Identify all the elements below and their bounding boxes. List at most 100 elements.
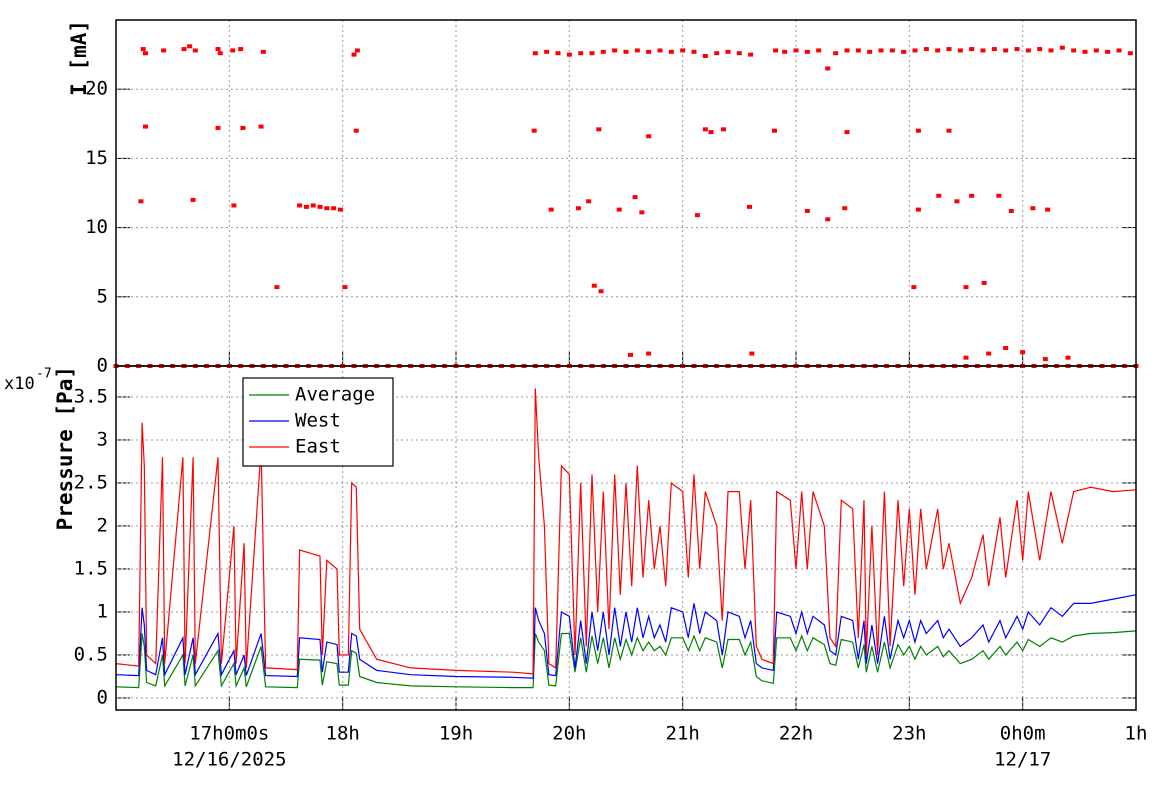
point xyxy=(702,53,708,58)
point xyxy=(804,49,810,54)
point xyxy=(736,51,742,56)
point xyxy=(911,285,917,290)
point xyxy=(140,47,146,52)
y-tick-label: 0 xyxy=(97,686,108,708)
y-tick-label: 1.5 xyxy=(74,557,108,579)
point xyxy=(747,204,753,209)
y-multiplier-exponent: -7 xyxy=(36,367,52,382)
point xyxy=(555,51,561,56)
point xyxy=(596,127,602,132)
point xyxy=(1127,51,1133,56)
point xyxy=(782,49,788,54)
point xyxy=(1030,206,1036,211)
point xyxy=(1003,48,1009,53)
point xyxy=(867,49,873,54)
point xyxy=(748,52,754,57)
x-tick-label: 21h xyxy=(666,723,700,745)
point xyxy=(1116,48,1122,53)
point xyxy=(1037,47,1043,52)
y-tick-label: 0 xyxy=(97,355,108,377)
point xyxy=(878,48,884,53)
point xyxy=(161,48,167,53)
y-tick-label: 1 xyxy=(97,600,108,622)
point xyxy=(816,48,822,53)
point xyxy=(238,47,244,52)
series-line xyxy=(116,388,1136,675)
point xyxy=(668,49,674,54)
point xyxy=(708,130,714,135)
point xyxy=(260,49,266,54)
point xyxy=(946,128,952,133)
y-tick-label: 2 xyxy=(97,514,108,536)
point xyxy=(1008,208,1014,213)
point xyxy=(957,48,963,53)
point xyxy=(725,49,731,54)
point xyxy=(187,44,193,49)
point xyxy=(230,48,236,53)
point xyxy=(825,217,831,222)
point xyxy=(946,47,952,52)
point xyxy=(1093,48,1099,53)
text-layer: 0 5 10 15 20 0 0.5 1 1.5 2 2.5 3 3.5 Average West East 1… xyxy=(74,78,1148,771)
point xyxy=(217,51,223,56)
point xyxy=(680,48,686,53)
y-tick-label: 20 xyxy=(85,78,108,100)
point xyxy=(773,48,779,53)
point xyxy=(969,47,975,52)
point xyxy=(589,51,595,56)
x-date-label: 12/16/2025 xyxy=(172,749,286,771)
point xyxy=(544,49,550,54)
point xyxy=(915,128,921,133)
point xyxy=(954,199,960,204)
point xyxy=(578,51,584,56)
y-tick-label: 5 xyxy=(97,285,108,307)
point xyxy=(901,49,907,54)
point xyxy=(702,127,708,132)
point xyxy=(793,48,799,53)
point xyxy=(646,134,652,139)
point xyxy=(963,355,969,360)
x-tick-label: 20h xyxy=(552,723,586,745)
point xyxy=(317,204,323,209)
point xyxy=(297,203,303,208)
point xyxy=(1045,207,1051,212)
point xyxy=(1048,48,1054,53)
point xyxy=(915,207,921,212)
point xyxy=(623,49,629,54)
point xyxy=(331,206,337,211)
series-line xyxy=(116,630,1136,689)
point xyxy=(351,52,357,57)
x-tick-label: 23h xyxy=(892,723,926,745)
point xyxy=(1025,48,1031,53)
point xyxy=(598,289,604,294)
point xyxy=(986,351,992,356)
series-line xyxy=(116,594,1136,679)
point xyxy=(632,195,638,200)
point xyxy=(192,48,198,53)
point xyxy=(1065,355,1071,360)
point xyxy=(628,352,634,357)
point xyxy=(142,51,148,56)
grid-layer xyxy=(116,20,1137,710)
x-tick-label: 19h xyxy=(439,723,473,745)
point xyxy=(963,285,969,290)
point xyxy=(634,48,640,53)
point xyxy=(691,49,697,54)
point xyxy=(936,193,942,198)
point xyxy=(1071,48,1077,53)
y-axis-title: I [mA] xyxy=(67,20,91,96)
point xyxy=(714,51,720,56)
y-tick-label: 3.5 xyxy=(74,385,108,407)
point xyxy=(600,49,606,54)
point xyxy=(749,351,755,356)
point xyxy=(616,207,622,212)
point xyxy=(1105,49,1111,54)
point xyxy=(646,351,652,356)
y-tick-label: 15 xyxy=(85,147,108,169)
point xyxy=(981,280,987,285)
y-tick-label: 0.5 xyxy=(74,643,108,665)
point xyxy=(1042,357,1048,362)
point xyxy=(310,203,316,208)
legend-box xyxy=(242,377,394,467)
